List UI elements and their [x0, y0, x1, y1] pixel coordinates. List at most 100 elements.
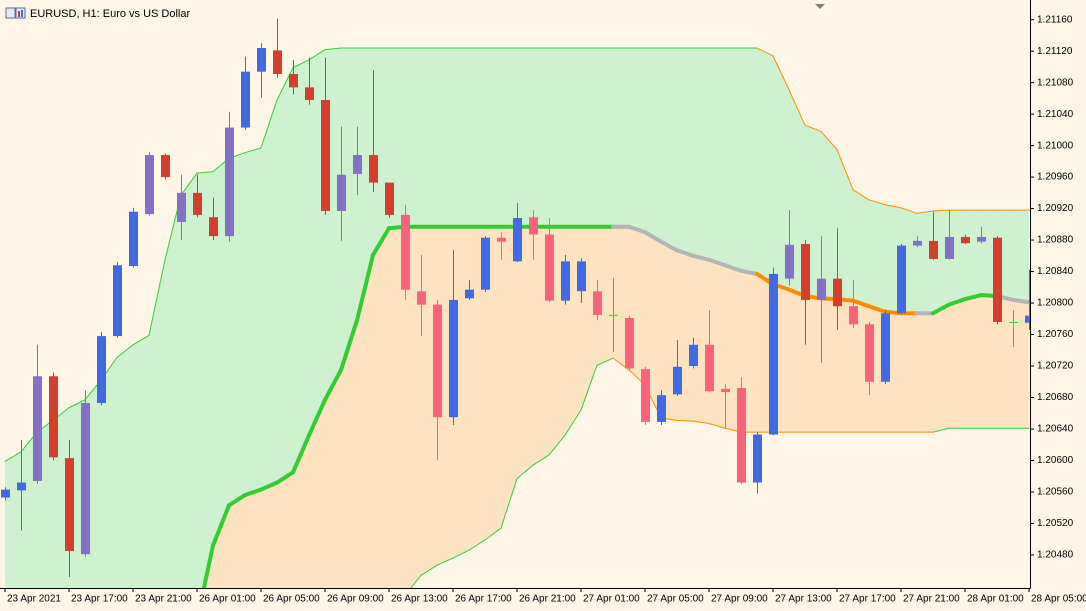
candle-body — [577, 261, 586, 292]
candle-body — [465, 289, 474, 299]
candle-body — [689, 344, 698, 367]
x-tick-label: 26 Apr 17:00 — [455, 594, 512, 605]
candle-body — [449, 299, 458, 418]
icon-window — [5, 7, 16, 19]
lower-band-segment — [532, 454, 550, 466]
middle-band-segment — [963, 293, 983, 302]
plot-area — [1, 18, 1030, 588]
middle-band-segment — [201, 543, 215, 588]
candle-body — [113, 265, 122, 337]
candle-body — [241, 71, 250, 128]
upper-band-segment — [788, 89, 806, 126]
candle-body — [481, 237, 490, 290]
candle-body — [945, 236, 954, 259]
candle-body — [849, 306, 858, 325]
y-tick-label: 1.20600 — [1037, 455, 1074, 466]
middle-band-segment — [659, 239, 679, 253]
upper-band-segment — [804, 124, 822, 132]
y-tick-label: 1.20960 — [1037, 172, 1074, 183]
candle-body — [225, 127, 234, 237]
x-tick-label: 23 Apr 21:00 — [135, 594, 192, 605]
x-tick-label: 27 Apr 17:00 — [839, 594, 896, 605]
y-tick-label: 1.20720 — [1037, 361, 1074, 372]
middle-band-segment — [339, 318, 359, 372]
candle-body — [257, 48, 266, 72]
candle-body — [833, 278, 842, 307]
icon-window — [15, 7, 26, 19]
candle-body — [817, 278, 826, 300]
middle-band-segment — [355, 253, 375, 323]
upper-band-segment — [180, 172, 198, 196]
middle-band-segment — [371, 226, 391, 258]
candle-body — [433, 304, 442, 418]
upper-band-segment — [772, 55, 790, 91]
lower-band-segment — [564, 409, 582, 436]
middle-band-segment — [723, 263, 743, 273]
icon-bar — [18, 11, 20, 17]
upper-band-segment — [308, 49, 326, 61]
middle-band-segment — [691, 253, 711, 262]
candle-body — [753, 434, 762, 483]
chart-title: EURUSD, H1: Euro vs US Dollar — [30, 8, 190, 20]
candle-body — [289, 73, 298, 88]
upper-band-segment — [148, 259, 166, 336]
middle-band-segment — [211, 503, 231, 548]
x-tick-label: 27 Apr 09:00 — [711, 594, 768, 605]
y-tick-label: 1.21160 — [1037, 14, 1073, 25]
candle-body — [737, 388, 746, 483]
candle-body — [977, 236, 986, 242]
candle-body — [161, 155, 170, 178]
y-tick-label: 1.20880 — [1037, 235, 1074, 246]
middle-band-segment — [675, 248, 695, 258]
candle-body — [561, 261, 570, 301]
candle-body — [17, 482, 26, 491]
candle-body — [1, 489, 10, 498]
candle-body — [337, 174, 346, 211]
y-tick-label: 1.21040 — [1037, 109, 1074, 120]
y-tick-label: 1.20760 — [1037, 329, 1074, 340]
middle-band-segment — [851, 298, 871, 309]
lower-band-segment — [410, 574, 422, 588]
middle-band-segment — [931, 302, 951, 316]
y-tick-label: 1.20680 — [1037, 392, 1074, 403]
upper-band-segment — [292, 59, 310, 69]
candle-body — [785, 244, 794, 279]
y-tick-label: 1.20840 — [1037, 266, 1074, 277]
candle-body — [801, 244, 810, 300]
upper-band-fill — [5, 48, 1029, 588]
candle-body — [961, 236, 970, 244]
middle-band-segment — [707, 257, 727, 268]
candle-body — [993, 237, 1002, 322]
upper-band-segment — [900, 207, 918, 214]
candle-body — [865, 324, 874, 382]
candle-body — [49, 376, 58, 458]
candle-body — [97, 336, 106, 404]
candle-body — [769, 273, 778, 435]
upper-band-segment — [244, 147, 262, 154]
upper-band-segment — [756, 47, 774, 57]
x-tick-label: 27 Apr 05:00 — [647, 594, 704, 605]
upper-band-segment — [916, 210, 934, 214]
y-tick-label: 1.20560 — [1037, 487, 1074, 498]
lower-band-segment — [932, 427, 950, 433]
lower-band-segment — [580, 364, 598, 411]
candle-body — [177, 192, 186, 222]
x-tick-label: 26 Apr 13:00 — [391, 594, 448, 605]
candle-body — [897, 245, 906, 314]
upper-band-segment — [836, 149, 854, 191]
upper-band-segment — [132, 334, 150, 346]
middle-band-segment — [275, 470, 295, 485]
lower-band-segment — [596, 357, 614, 366]
lower-band-segment — [708, 422, 726, 429]
candle-body — [929, 240, 938, 259]
y-tick-label: 1.21080 — [1037, 77, 1074, 88]
candle-body — [353, 155, 362, 174]
middle-band-segment — [259, 480, 279, 492]
candle-body — [145, 155, 154, 215]
x-tick-label: 26 Apr 01:00 — [199, 594, 256, 605]
upper-band-segment — [324, 47, 342, 51]
middle-band-segment — [243, 487, 263, 498]
candle-body — [913, 240, 922, 246]
y-tick-label: 1.20480 — [1037, 550, 1074, 561]
